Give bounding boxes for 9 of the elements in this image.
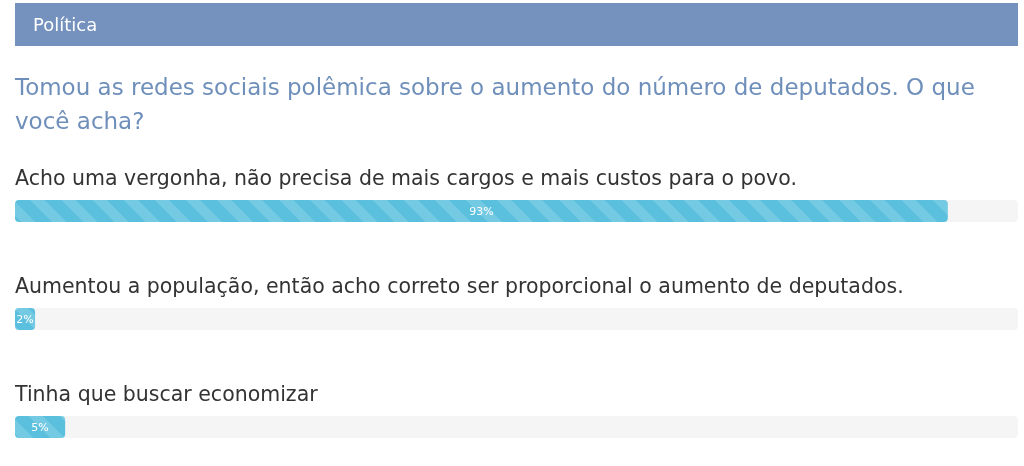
chart-title: Política [33,13,98,37]
y-tick-label: Tinha que buscar economizar [14,381,319,406]
data-label: 93% [469,204,494,218]
chart-subtitle: Tomou as redes sociais polêmica sobre o aumento do número de deputados. O que você acha? [15,73,976,136]
data-label: 5% [31,420,49,434]
header-bar: Política [15,3,1018,46]
y-tick-label: Aumentou a população, então acho correto ser proporcional o aumento de deputados. [15,273,904,298]
data-label: 2% [16,312,34,326]
y-tick-label: Acho uma vergonha, não precisa de mais cargos e mais custos para o povo. [15,165,797,190]
